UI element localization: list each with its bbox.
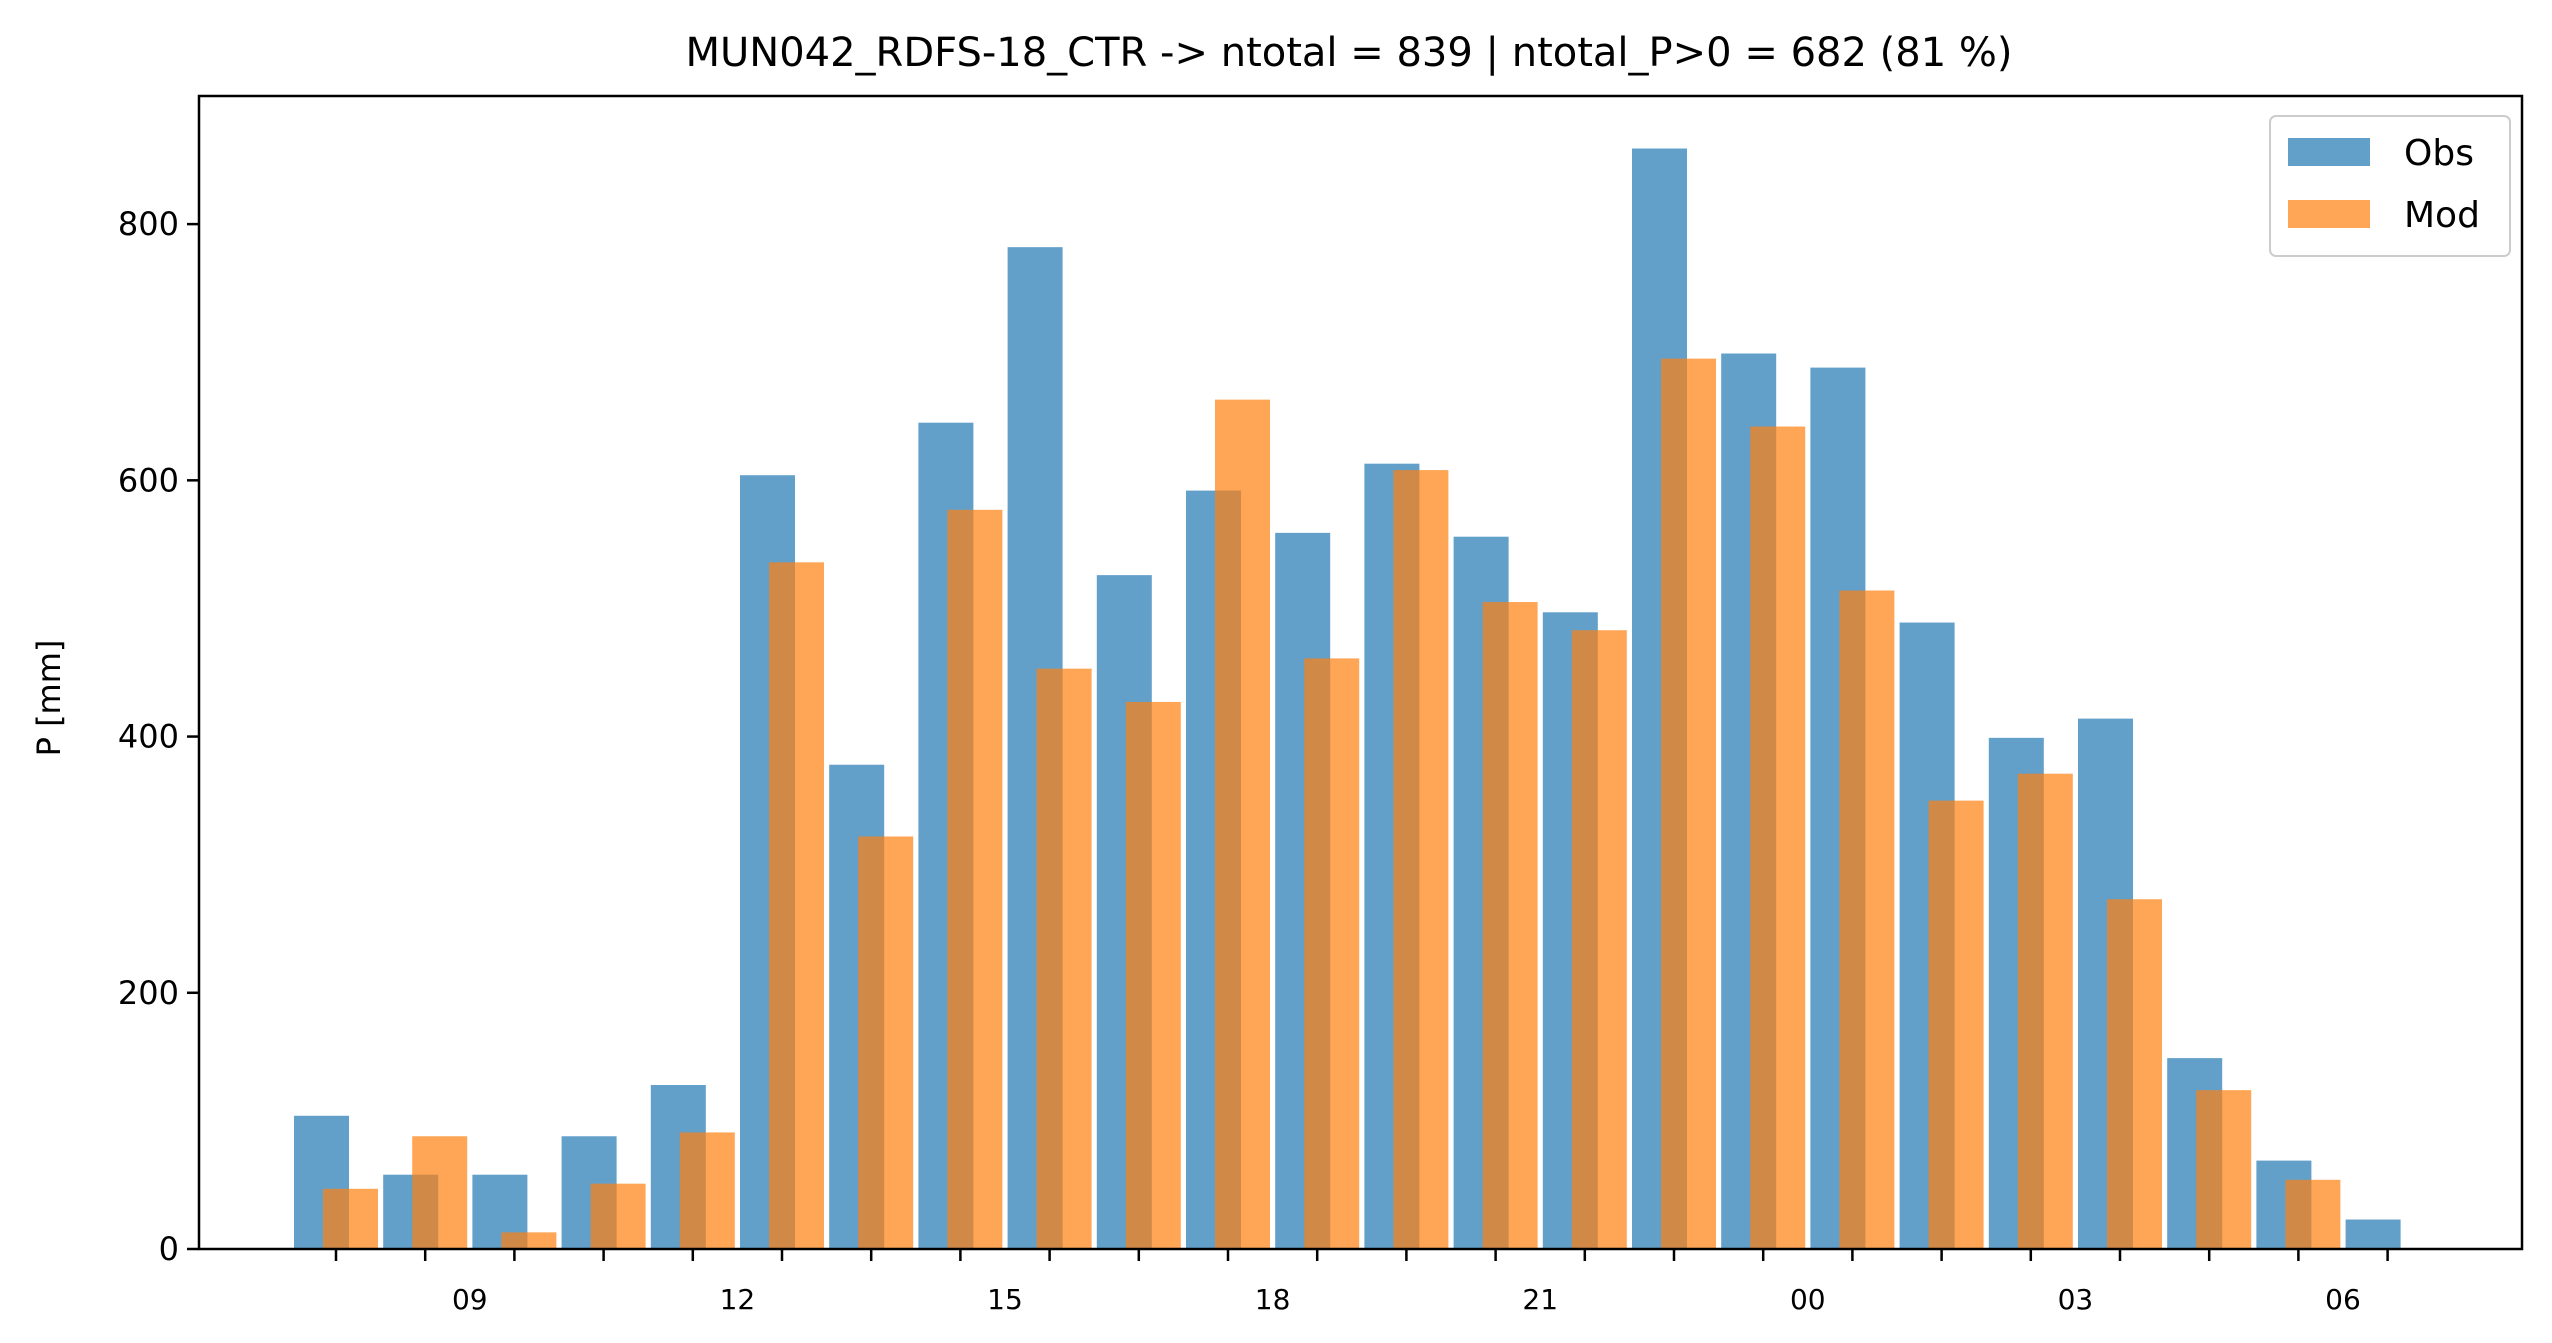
- bar-mod-14: [858, 836, 914, 1249]
- x-tick-label-12: 12: [720, 1283, 756, 1316]
- bar-mod-15: [947, 509, 1003, 1249]
- legend: Obs Mod: [2269, 115, 2511, 257]
- x-tick-label-18: 18: [1255, 1283, 1291, 1316]
- bar-mod-2: [1928, 800, 1984, 1249]
- y-tick-label-400: 400: [118, 718, 179, 756]
- legend-label-obs: Obs: [2404, 133, 2474, 174]
- bar-mod-0: [1750, 426, 1806, 1249]
- bar-mod-9: [412, 1136, 468, 1249]
- bar-mod-5: [2196, 1090, 2252, 1249]
- x-tick-label-06: 06: [2325, 1283, 2361, 1316]
- bar-mod-19: [1304, 658, 1360, 1249]
- y-tick-label-600: 600: [118, 461, 179, 499]
- bar-mod-18: [1215, 399, 1270, 1250]
- bar-mod-11: [590, 1183, 646, 1249]
- bars-group: [294, 148, 2401, 1250]
- bar-mod-6: [2285, 1179, 2341, 1249]
- bar-mod-16: [1036, 668, 1092, 1249]
- x-tick-label-15: 15: [987, 1283, 1023, 1316]
- y-tick-label-800: 800: [118, 205, 179, 243]
- bar-mod-23: [1661, 358, 1716, 1249]
- bar-mod-10: [501, 1232, 557, 1249]
- chart-title: MUN042_RDFS-18_CTR -> ntotal = 839 | nto…: [686, 30, 2013, 76]
- bar-mod-8: [323, 1188, 378, 1249]
- y-tick-label-0: 0: [159, 1230, 179, 1268]
- bar-mod-3: [2017, 773, 2073, 1249]
- bar-mod-13: [769, 562, 824, 1249]
- bar-mod-22: [1571, 630, 1627, 1249]
- legend-label-mod: Mod: [2404, 195, 2480, 236]
- bar-mod-20: [1393, 470, 1449, 1249]
- y-tick-label-200: 200: [118, 974, 179, 1012]
- plot-frame: [197, 94, 2524, 1251]
- bar-mod-17: [1125, 701, 1181, 1249]
- y-axis-label: P [mm]: [30, 640, 68, 757]
- bar-mod-1: [1839, 590, 1895, 1249]
- x-tick-label-03: 03: [2058, 1283, 2094, 1316]
- x-axis: 09 12 15 18 21 00 03 06: [334, 1249, 2389, 1316]
- x-tick-label-00: 00: [1790, 1283, 1826, 1316]
- y-axis: 0 200 400 600 800: [118, 205, 199, 1268]
- bar-mod-21: [1482, 602, 1538, 1249]
- legend-swatch-obs: [2288, 138, 2370, 166]
- bar-obs-7: [2345, 1219, 2401, 1249]
- bar-mod-4: [2107, 899, 2162, 1249]
- bar-mod-12: [679, 1132, 735, 1249]
- legend-swatch-mod: [2288, 200, 2370, 228]
- x-tick-label-21: 21: [1522, 1283, 1558, 1316]
- x-tick-label-09: 09: [452, 1283, 488, 1316]
